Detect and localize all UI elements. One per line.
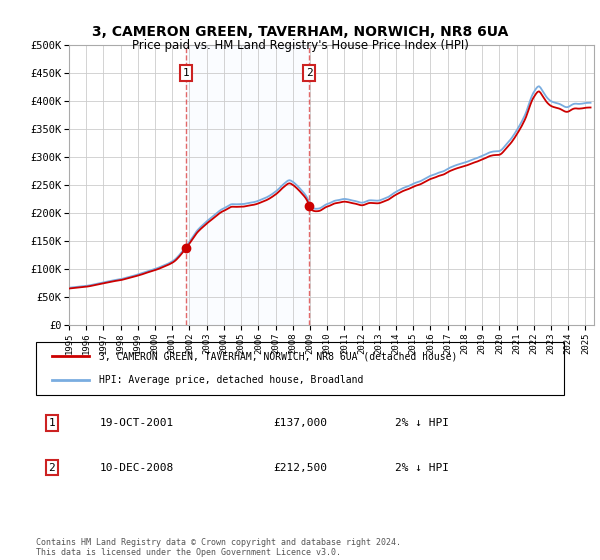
Text: 10-DEC-2008: 10-DEC-2008: [100, 463, 173, 473]
Text: £212,500: £212,500: [274, 463, 328, 473]
Text: 2% ↓ HPI: 2% ↓ HPI: [395, 463, 449, 473]
Text: 1: 1: [49, 418, 55, 428]
Text: 2: 2: [49, 463, 55, 473]
Bar: [186, 45, 309, 325]
Text: £137,000: £137,000: [274, 418, 328, 428]
Text: HPI: Average price, detached house, Broadland: HPI: Average price, detached house, Broa…: [100, 375, 364, 385]
Text: Contains HM Land Registry data © Crown copyright and database right 2024.
This d: Contains HM Land Registry data © Crown c…: [36, 538, 401, 557]
Text: 2: 2: [306, 68, 313, 78]
Text: 2% ↓ HPI: 2% ↓ HPI: [395, 418, 449, 428]
Text: 1: 1: [182, 68, 190, 78]
Text: 3, CAMERON GREEN, TAVERHAM, NORWICH, NR8 6UA: 3, CAMERON GREEN, TAVERHAM, NORWICH, NR8…: [92, 25, 508, 39]
Text: 3, CAMERON GREEN, TAVERHAM, NORWICH, NR8 6UA (detached house): 3, CAMERON GREEN, TAVERHAM, NORWICH, NR8…: [100, 352, 458, 362]
Text: Price paid vs. HM Land Registry's House Price Index (HPI): Price paid vs. HM Land Registry's House …: [131, 39, 469, 52]
Text: 19-OCT-2001: 19-OCT-2001: [100, 418, 173, 428]
